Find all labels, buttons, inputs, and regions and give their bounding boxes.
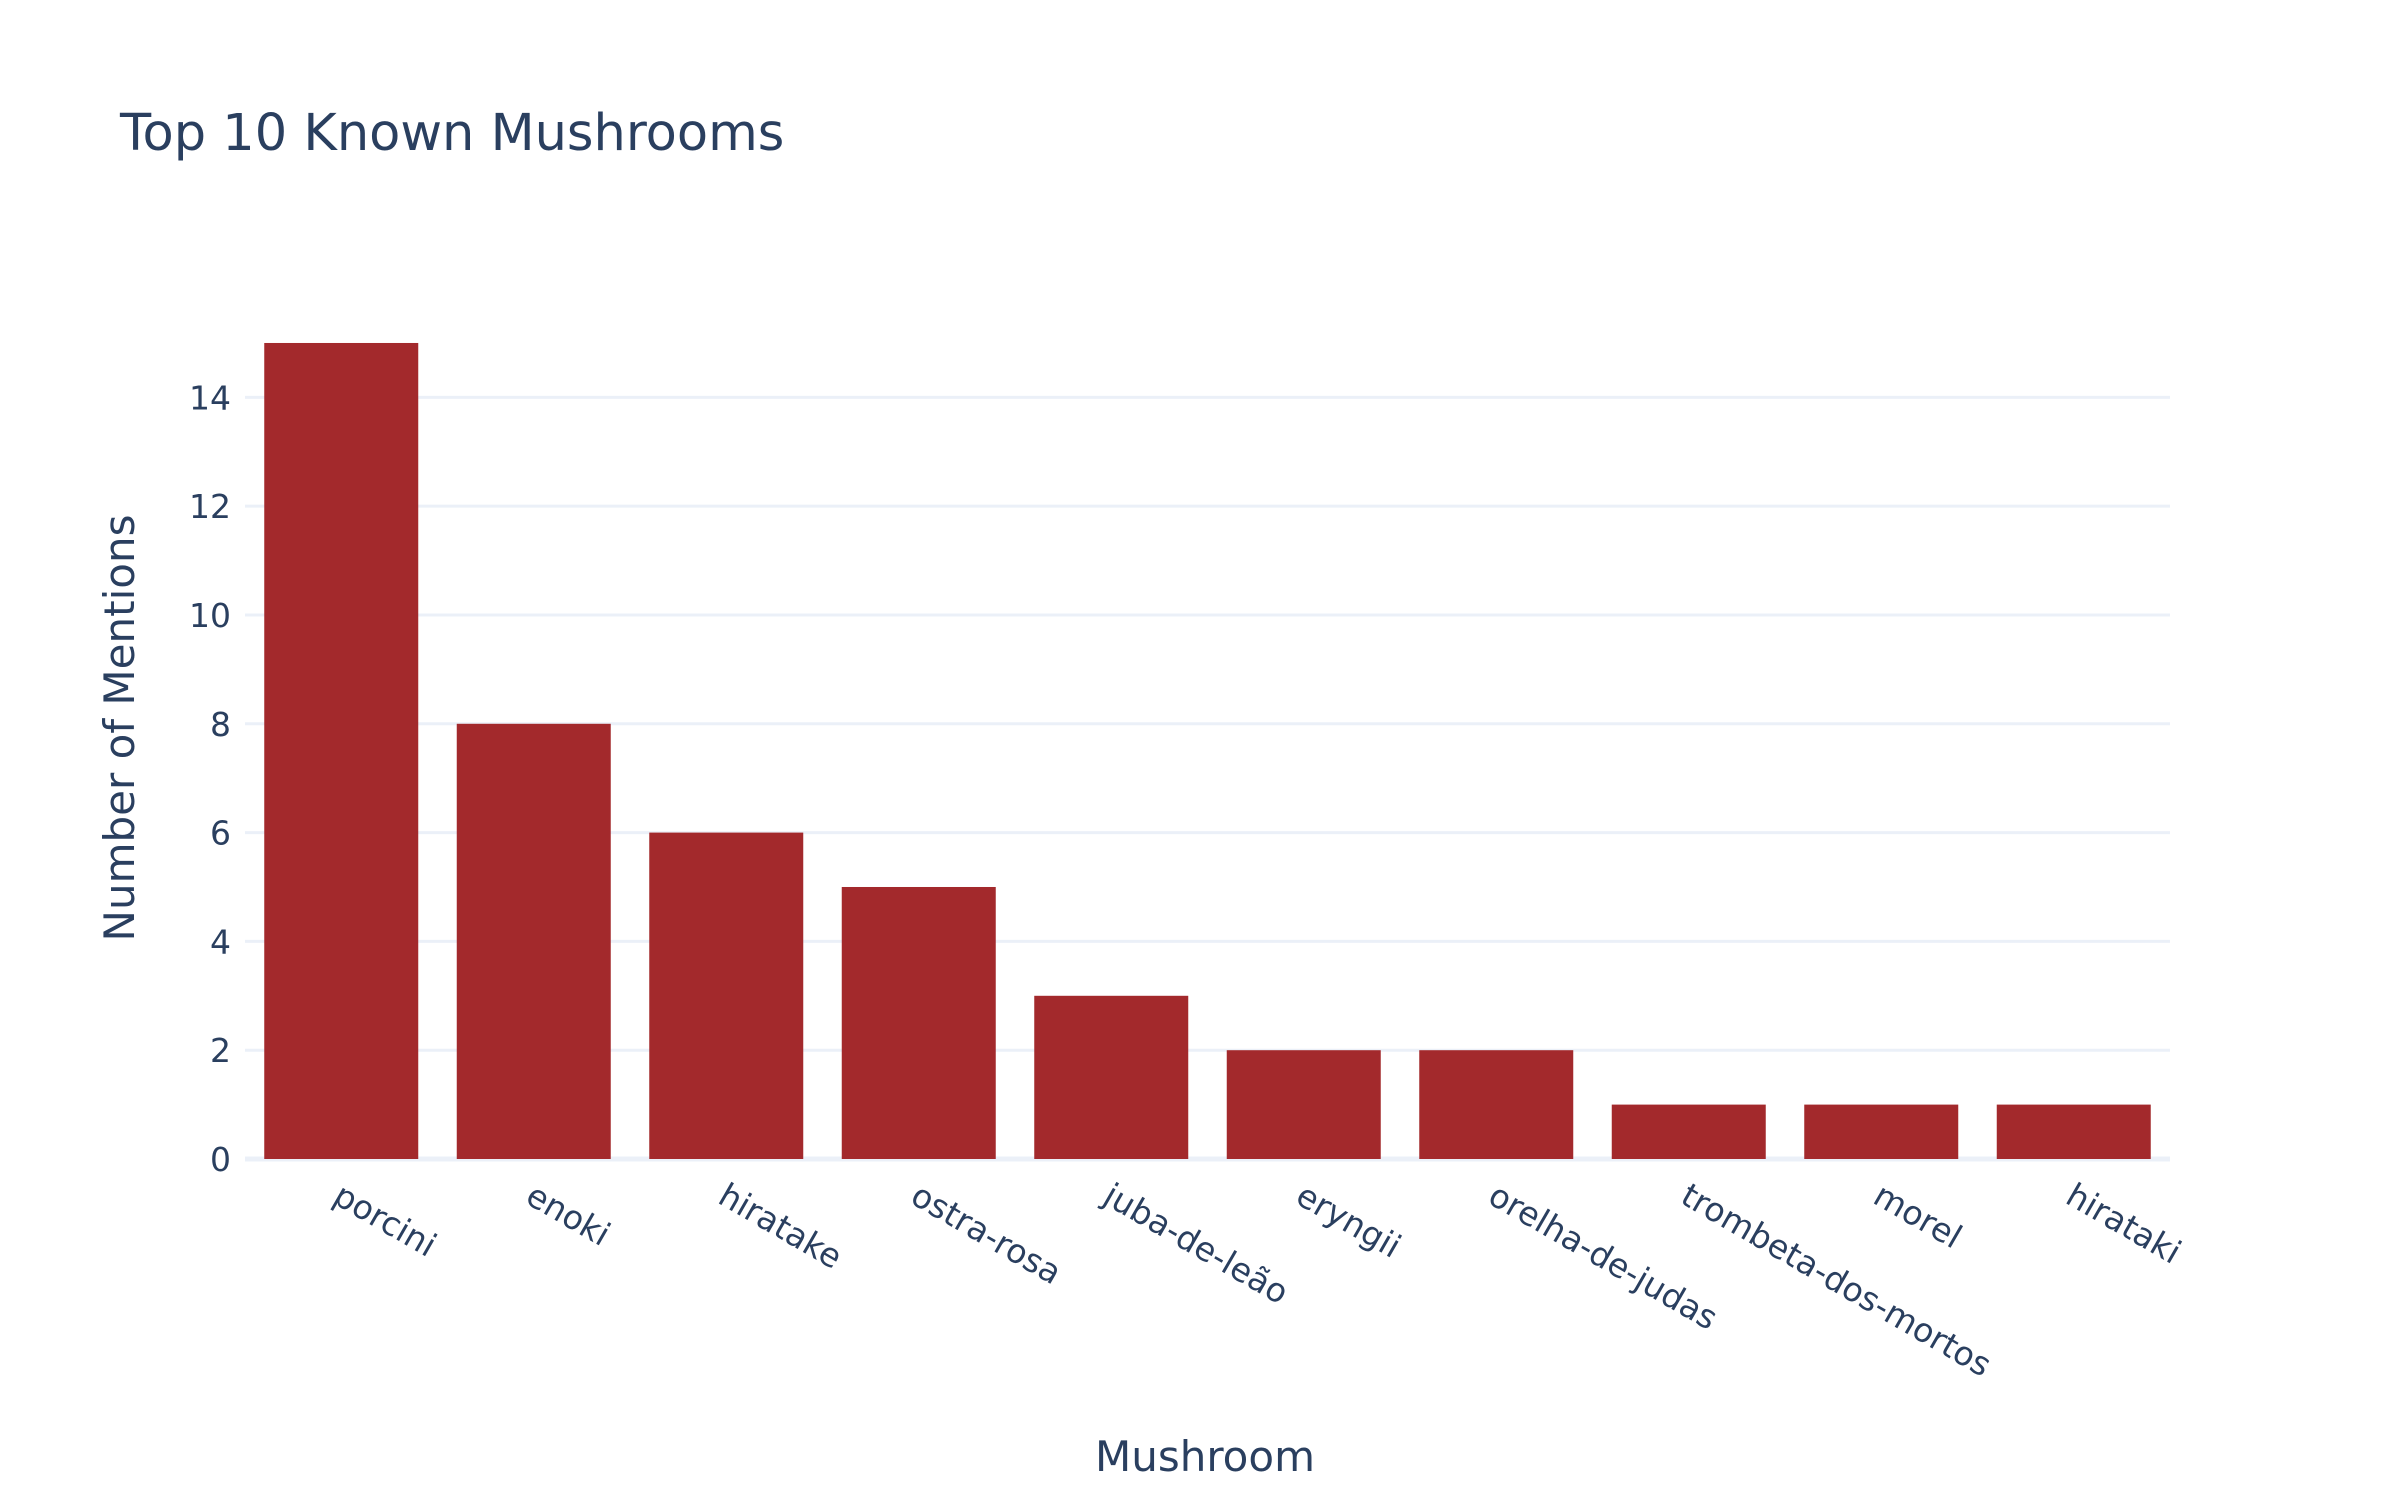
y-tick-label: 2 (210, 1031, 231, 1070)
bar-trombeta-dos-mortos[interactable] (1611, 1104, 1766, 1159)
bar-juba-de-leão[interactable] (1034, 995, 1189, 1159)
y-axis-ticks: 0 2 4 6 8 10 12 14 (189, 378, 231, 1179)
y-tick-label: 0 (210, 1140, 231, 1179)
x-tick-label: ostra-rosa (905, 1175, 1069, 1292)
bar-porcini[interactable] (264, 342, 419, 1160)
bar-enoki[interactable] (456, 723, 611, 1159)
x-tick-label: morel (1867, 1175, 1968, 1256)
y-tick-label: 10 (189, 596, 231, 635)
y-tick-label: 14 (189, 378, 231, 417)
chart-title: Top 10 Known Mushrooms (119, 104, 784, 163)
y-tick-label: 6 (210, 814, 231, 853)
bar-hirataki[interactable] (1996, 1104, 2151, 1159)
bar-orelha-de-judas[interactable] (1419, 1050, 1574, 1159)
x-tick-label: hiratake (712, 1175, 849, 1276)
x-tick-label: eryngii (1290, 1175, 1408, 1266)
x-tick-label: juba-de-leão (1096, 1175, 1295, 1312)
bar-hiratake[interactable] (649, 832, 804, 1159)
x-tick-label: enoki (520, 1175, 617, 1254)
y-tick-label: 4 (210, 922, 231, 961)
bars (264, 342, 2151, 1160)
x-axis-ticks: porcini enoki hiratake ostra-rosa juba-de-le… (327, 1175, 2188, 1385)
bar-morel[interactable] (1804, 1104, 1959, 1159)
y-tick-label: 12 (189, 487, 231, 526)
x-tick-label: trombeta-dos-mortos (1675, 1175, 1998, 1384)
x-axis-title: Mushroom (1095, 1432, 1315, 1481)
x-tick-label: hirataki (2060, 1175, 2188, 1271)
y-axis-title: Number of Mentions (95, 515, 144, 942)
x-tick-label: porcini (327, 1175, 443, 1264)
y-tick-label: 8 (210, 705, 231, 744)
bar-eryngii[interactable] (1226, 1050, 1381, 1159)
bar-ostra-rosa[interactable] (841, 886, 996, 1159)
